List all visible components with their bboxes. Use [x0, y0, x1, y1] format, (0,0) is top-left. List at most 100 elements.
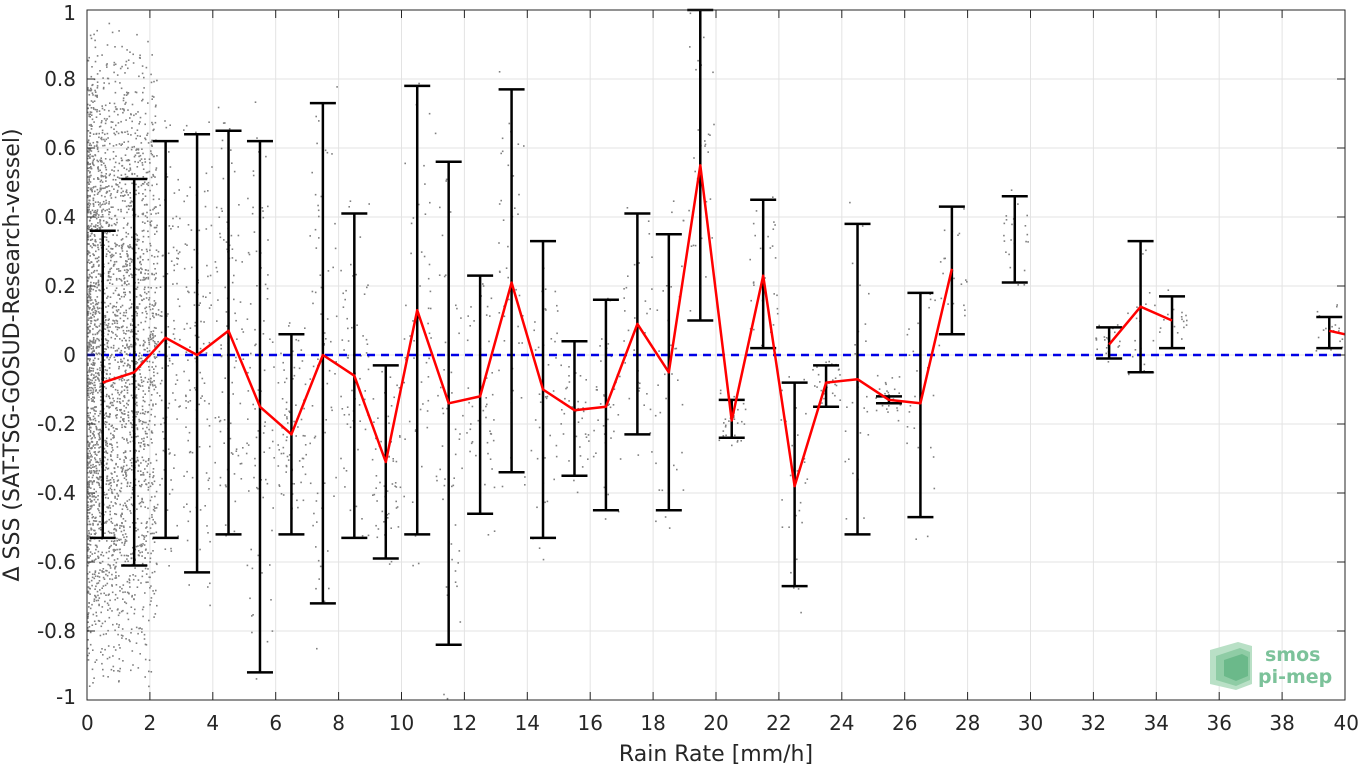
scatter-point [90, 123, 92, 126]
scatter-point [743, 423, 746, 425]
scatter-point [99, 529, 102, 531]
scatter-point [96, 442, 98, 445]
scatter-point [144, 291, 146, 294]
scatter-point [1338, 330, 1340, 332]
scatter-point [126, 284, 128, 286]
scatter-point [136, 361, 139, 364]
scatter-point [94, 225, 97, 228]
scatter-point [141, 299, 143, 301]
scatter-point [224, 286, 226, 289]
scatter-point [245, 452, 248, 455]
scatter-point [111, 31, 114, 34]
scatter-point [176, 418, 178, 420]
scatter-point [126, 343, 128, 346]
scatter-point [105, 569, 107, 572]
scatter-point [142, 390, 145, 392]
scatter-point [152, 198, 155, 201]
scatter-point [404, 356, 406, 359]
scatter-point [150, 413, 152, 416]
scatter-point [312, 302, 314, 305]
scatter-point [454, 453, 457, 456]
scatter-point [143, 633, 146, 636]
scatter-point [120, 295, 123, 298]
scatter-point [87, 169, 90, 172]
scatter-point [154, 291, 156, 294]
scatter-point [87, 586, 90, 588]
scatter-point [190, 229, 193, 231]
scatter-point [111, 404, 113, 407]
scatter-point [189, 186, 191, 189]
scatter-point [91, 276, 93, 279]
scatter-point [334, 373, 336, 375]
scatter-point [482, 285, 485, 287]
scatter-point [151, 304, 154, 306]
scatter-point [150, 144, 153, 146]
scatter-point [101, 211, 103, 213]
scatter-point [155, 459, 158, 462]
scatter-point [106, 479, 109, 482]
scatter-point [126, 500, 129, 502]
scatter-point [834, 383, 836, 386]
scatter-point [152, 129, 154, 132]
scatter-point [93, 529, 95, 532]
scatter-point [159, 395, 161, 397]
scatter-point [125, 176, 127, 178]
scatter-point [113, 488, 116, 491]
scatter-point [866, 395, 868, 398]
scatter-point [108, 518, 110, 521]
scatter-point [108, 358, 110, 361]
scatter-point [110, 540, 113, 542]
scatter-point [88, 56, 90, 59]
scatter-point [221, 391, 224, 393]
scatter-point [87, 612, 90, 614]
scatter-point [129, 526, 131, 528]
scatter-point [681, 403, 684, 406]
scatter-point [544, 288, 547, 290]
scatter-point [130, 343, 132, 346]
scatter-point [111, 185, 113, 188]
scatter-point [932, 456, 935, 458]
scatter-point [142, 501, 145, 504]
scatter-point [97, 478, 99, 480]
scatter-point [142, 472, 145, 474]
scatter-point [302, 466, 304, 468]
scatter-point [254, 464, 256, 467]
scatter-point [209, 445, 211, 448]
scatter-point [124, 194, 126, 196]
scatter-point [138, 123, 140, 125]
scatter-point [151, 482, 153, 484]
scatter-point [148, 685, 150, 688]
scatter-point [120, 239, 123, 241]
scatter-point [127, 363, 129, 365]
scatter-point [697, 59, 699, 62]
scatter-point [89, 593, 91, 595]
scatter-point [148, 341, 150, 344]
scatter-point [121, 470, 123, 473]
scatter-point [623, 297, 625, 299]
scatter-point [109, 326, 111, 328]
scatter-point [96, 337, 98, 340]
scatter-point [126, 250, 128, 253]
scatter-point [132, 324, 134, 327]
scatter-point [121, 587, 123, 590]
scatter-point [98, 438, 100, 441]
scatter-point [623, 340, 625, 342]
scatter-point [593, 429, 595, 432]
scatter-point [92, 359, 95, 362]
scatter-point [939, 261, 942, 263]
scatter-point [127, 354, 129, 356]
scatter-point [87, 209, 89, 212]
scatter-point [194, 321, 197, 324]
scatter-point [122, 227, 125, 229]
scatter-point [109, 302, 112, 305]
scatter-point [141, 608, 144, 611]
scatter-point [87, 163, 90, 166]
scatter-point [316, 521, 318, 523]
scatter-point [155, 277, 157, 279]
scatter-point [111, 477, 114, 479]
scatter-point [801, 521, 803, 524]
scatter-point [844, 430, 847, 432]
scatter-point [866, 410, 869, 413]
scatter-point [147, 444, 150, 447]
scatter-point [103, 451, 105, 453]
